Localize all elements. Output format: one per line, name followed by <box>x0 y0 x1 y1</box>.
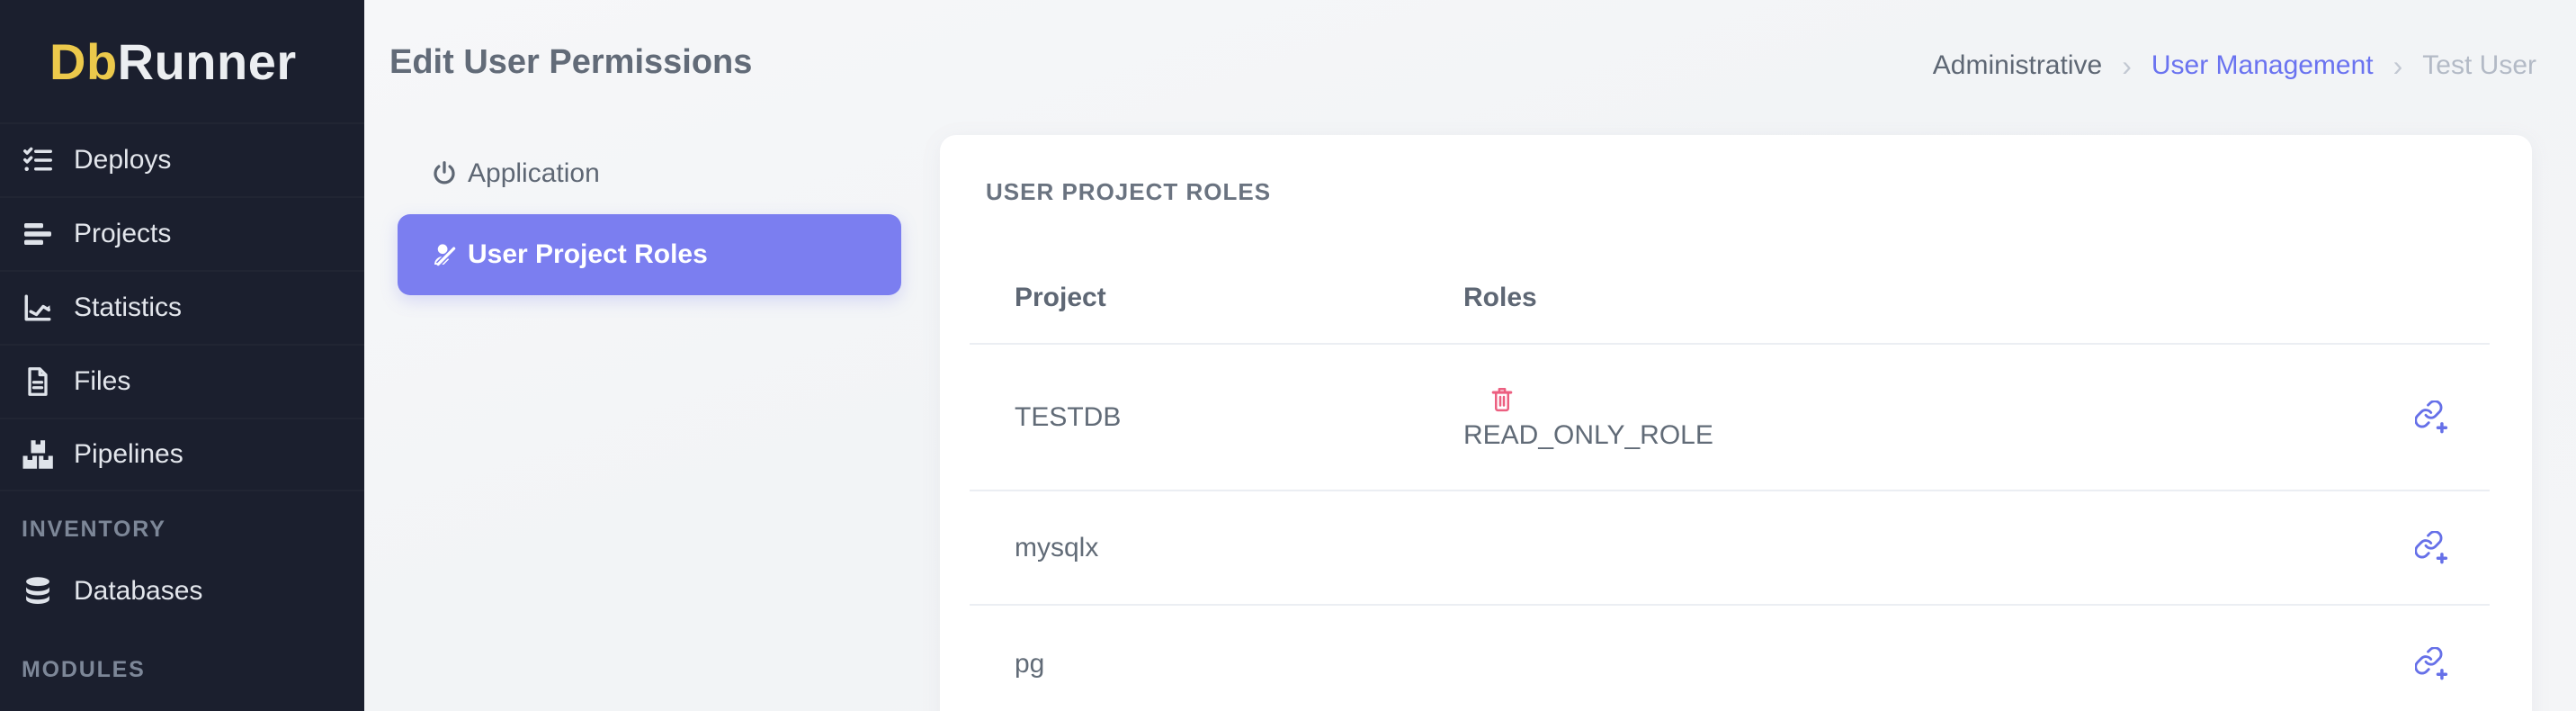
checklist-icon <box>20 142 56 178</box>
sidebar-item-label: Statistics <box>74 292 183 322</box>
sidebar-item-label: Pipelines <box>74 439 183 469</box>
sidebar-item-projects[interactable]: Projects <box>0 196 364 270</box>
logo-text-db: Db <box>49 32 118 90</box>
tab-list: Application User Project Roles <box>398 144 901 295</box>
user-roles-icon <box>430 240 459 269</box>
project-name: pg <box>1015 649 1045 679</box>
sidebar-section-inventory: INVENTORY <box>22 516 166 542</box>
breadcrumb: Administrative › User Management › Test … <box>1933 50 2536 81</box>
column-header-project: Project <box>1015 283 1106 312</box>
app-logo[interactable]: Db Runner <box>0 0 364 122</box>
column-header-roles: Roles <box>1463 283 1537 312</box>
breadcrumb-administrative[interactable]: Administrative <box>1932 50 2103 80</box>
user-project-roles-panel: USER PROJECT ROLES Project Roles TESTDB <box>940 135 2532 711</box>
chevron-right-icon: › <box>2393 50 2403 82</box>
database-icon <box>20 573 56 609</box>
add-role-link-button[interactable] <box>2414 400 2450 436</box>
list-icon <box>20 216 56 252</box>
main-content: Edit User Permissions Administrative › U… <box>364 0 2576 711</box>
logo-text-runner: Runner <box>117 32 297 90</box>
project-name: mysqlx <box>1015 532 1099 562</box>
sidebar-item-pipelines[interactable]: Pipelines <box>0 418 364 491</box>
sidebar-item-deploys[interactable]: Deploys <box>0 122 364 196</box>
boxes-icon <box>20 436 56 472</box>
chevron-right-icon: › <box>2122 50 2132 82</box>
sidebar-item-statistics[interactable]: Statistics <box>0 270 364 344</box>
sidebar-item-label: Files <box>74 366 131 396</box>
role-entry: READ_ONLY_ROLE <box>1463 384 1713 451</box>
role-name: READ_ONLY_ROLE <box>1463 419 1713 450</box>
roles-cell: READ_ONLY_ROLE <box>1463 384 1713 451</box>
panel-heading: USER PROJECT ROLES <box>986 178 1272 205</box>
page-title: Edit User Permissions <box>389 43 753 81</box>
project-name: TESTDB <box>1015 401 1122 432</box>
breadcrumb-test-user: Test User <box>2422 50 2536 80</box>
line-chart-icon <box>20 290 56 326</box>
sidebar-item-label: Projects <box>74 219 172 248</box>
sidebar-item-files[interactable]: Files <box>0 344 364 418</box>
sidebar-item-label: Databases <box>74 576 203 606</box>
delete-role-button[interactable] <box>1487 384 1517 415</box>
sidebar-item-databases[interactable]: Databases <box>0 554 364 628</box>
tab-label: User Project Roles <box>468 239 708 269</box>
table-header-row: Project Roles <box>970 206 2490 345</box>
add-role-link-button[interactable] <box>2414 530 2450 566</box>
power-icon <box>430 159 459 188</box>
table-row-mysqlx: mysqlx <box>970 491 2490 606</box>
tab-label: Application <box>468 158 600 188</box>
sidebar-item-label: Deploys <box>74 145 172 175</box>
table-row-pg: pg <box>970 606 2490 711</box>
sidebar-section-modules: MODULES <box>22 656 146 682</box>
tab-application[interactable]: Application <box>398 144 901 203</box>
add-role-link-button[interactable] <box>2414 646 2450 682</box>
breadcrumb-user-management[interactable]: User Management <box>2151 50 2374 80</box>
sidebar-nav: Deploys Projects <box>0 122 364 491</box>
file-icon <box>20 364 56 400</box>
sidebar: Db Runner Deploys <box>0 0 364 711</box>
table-row-testdb: TESTDB READ_ONLY_ROLE <box>970 345 2490 491</box>
tab-user-project-roles[interactable]: User Project Roles <box>398 214 901 295</box>
